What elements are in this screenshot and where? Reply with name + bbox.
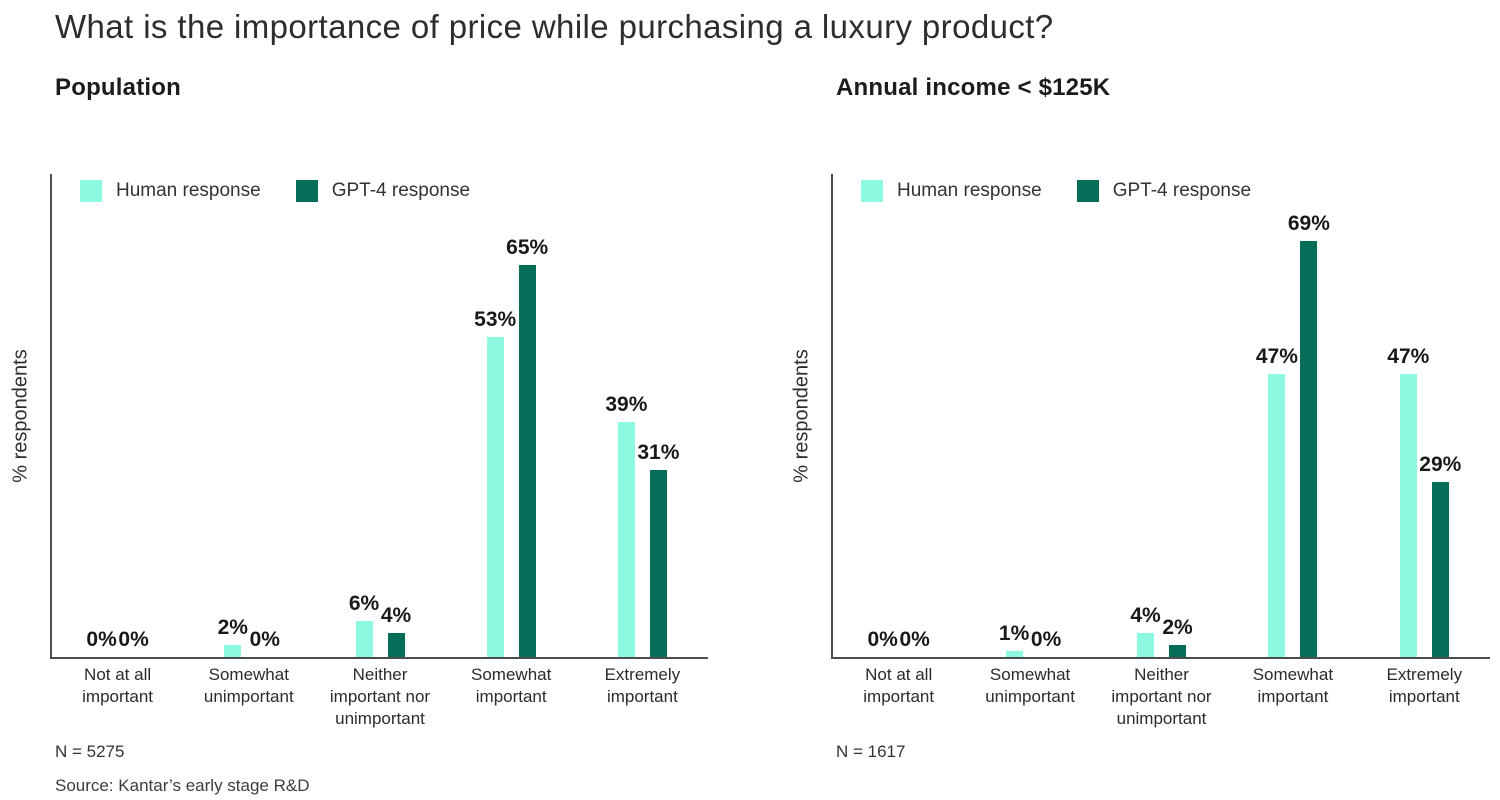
category-label: Somewhat important: [1252, 665, 1334, 706]
bar-human: [1137, 633, 1154, 657]
value-label: 0%: [86, 628, 117, 651]
legend-label: GPT-4 response: [1112, 180, 1252, 201]
bar-human: [1005, 651, 1023, 657]
chart-subtitle: Annual income < $125K: [836, 74, 1111, 101]
value-label: 47%: [1387, 345, 1430, 368]
bar-human: [617, 422, 635, 657]
legend-item-gpt4: GPT-4 response: [295, 180, 471, 202]
bar-gpt4: [649, 470, 667, 657]
category-label: Somewhat unimportant: [985, 665, 1075, 706]
value-label: 65%: [506, 236, 549, 259]
plot-area: Human response GPT-4 response 0% 2% 6% 53% 39%…: [50, 174, 708, 659]
bar-human: [1399, 374, 1417, 657]
value-label: 4%: [380, 604, 412, 627]
value-label: 0%: [249, 628, 280, 651]
value-label: 0%: [1030, 628, 1062, 651]
gpt4-swatch-icon: [295, 180, 318, 202]
category-label: Extremely important: [604, 665, 681, 706]
value-label: 31%: [637, 441, 680, 464]
value-label: 29%: [1419, 453, 1462, 476]
bar-human: [224, 645, 242, 657]
legend-item-gpt4: GPT-4 response: [1076, 180, 1252, 202]
y-axis-label: % respondents: [790, 348, 813, 483]
value-label: 4%: [1130, 604, 1161, 627]
value-label: 0%: [899, 628, 930, 651]
sample-size-label: N = 1617: [836, 742, 906, 761]
bar-human: [1268, 374, 1286, 657]
bar-gpt4: [387, 633, 405, 657]
category-label: Not at all important: [82, 665, 154, 706]
category-label: Extremely important: [1386, 665, 1463, 706]
category-label: Neither important nor unimportant: [1111, 665, 1212, 728]
chart-subtitle: Population: [55, 74, 181, 101]
bar-gpt4: [1300, 241, 1318, 657]
legend-label: GPT-4 response: [331, 180, 471, 201]
legend-label: Human response: [116, 180, 261, 201]
value-label: 53%: [474, 308, 517, 331]
legend: Human response GPT-4 response: [80, 180, 505, 202]
category-label: Somewhat unimportant: [203, 665, 294, 706]
bar-human: [486, 337, 504, 657]
legend-label: Human response: [897, 180, 1042, 201]
plot-area: Human response GPT-4 response 0% 1% 4% 47% 47%…: [831, 174, 1490, 659]
bar-gpt4: [1431, 482, 1449, 657]
value-label: 2%: [217, 616, 248, 639]
bar-human: [355, 621, 373, 657]
value-label: 0%: [867, 628, 898, 651]
value-label: 69%: [1287, 212, 1330, 235]
value-label: 39%: [605, 393, 648, 416]
value-label: 1%: [998, 622, 1030, 645]
value-label: 6%: [348, 592, 380, 615]
legend: Human response GPT-4 response: [861, 180, 1286, 202]
human-swatch-icon: [80, 180, 102, 202]
category-label: Not at all important: [863, 665, 935, 706]
legend-item-human: Human response: [861, 180, 1042, 202]
legend-item-human: Human response: [80, 180, 261, 202]
sample-size-label: N = 5275: [55, 742, 125, 761]
human-swatch-icon: [861, 180, 883, 202]
value-label: 2%: [1162, 616, 1193, 639]
value-label: 47%: [1255, 345, 1298, 368]
gpt4-swatch-icon: [1076, 180, 1099, 202]
value-label: 0%: [118, 628, 149, 651]
category-label: Somewhat important: [471, 665, 552, 706]
bar-gpt4: [518, 265, 536, 657]
source-note: Source: Kantar’s early stage R&D: [55, 776, 310, 795]
bar-gpt4: [1169, 645, 1186, 657]
category-label: Neither important nor unimportant: [329, 665, 431, 728]
chart-title: What is the importance of price while pu…: [55, 8, 1054, 45]
